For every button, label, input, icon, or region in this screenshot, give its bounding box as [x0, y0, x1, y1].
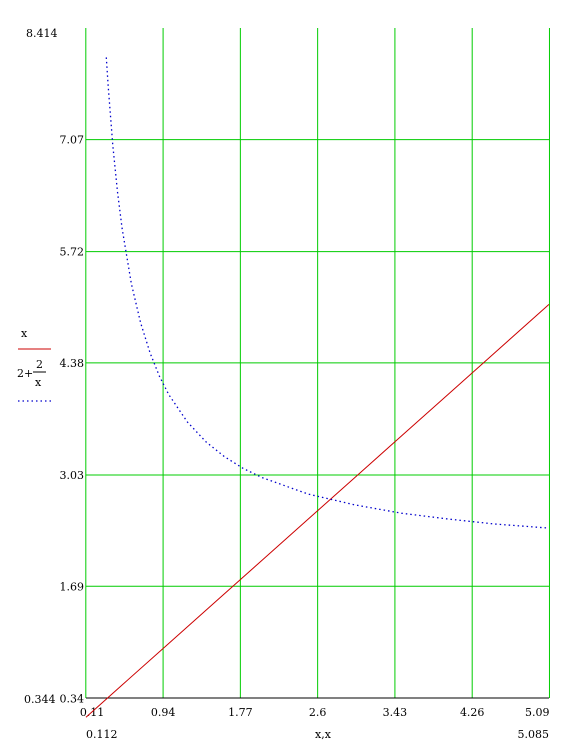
x-tick-label: 4.26: [460, 706, 485, 719]
legend-label-series-2-denominator: x: [35, 376, 42, 389]
series: [85, 57, 550, 718]
x-tick-label: 0.94: [151, 706, 176, 719]
legend-label-series-2-numerator: 2: [36, 358, 43, 371]
legend-label-series-1: x: [21, 327, 28, 340]
x-tick-label: 2.6: [309, 706, 327, 719]
x-tick-label: 5.09: [525, 706, 550, 719]
x-tick-label: 3.43: [383, 706, 408, 719]
y-tick-label: 1.69: [60, 580, 85, 593]
y-min-label: 0.344: [24, 693, 56, 706]
y-tick-label: 4.38: [60, 357, 85, 370]
grid: [85, 28, 550, 698]
y-tick-labels: 0.34 1.69 3.03 4.38 5.72 7.07: [60, 134, 85, 706]
legend-label-series-2-lead: 2+: [17, 367, 33, 380]
x-min-label: 0.112: [86, 728, 118, 741]
y-tick-label: 0.34: [60, 692, 85, 705]
y-tick-label: 7.07: [60, 134, 85, 147]
x-axis-title: x,x: [315, 728, 332, 741]
y-tick-label: 3.03: [60, 469, 85, 482]
series-line-1: [85, 304, 550, 718]
y-tick-label: 5.72: [60, 246, 85, 259]
y-max-label: 8.414: [26, 27, 58, 40]
x-tick-labels: 0.11 0.94 1.77 2.6 3.43 4.26 5.09: [80, 706, 550, 719]
series-line-2: [105, 57, 550, 529]
legend: x 2+ 2 x: [17, 327, 51, 402]
x-max-label: 5.085: [518, 728, 550, 741]
x-tick-label: 1.77: [228, 706, 253, 719]
